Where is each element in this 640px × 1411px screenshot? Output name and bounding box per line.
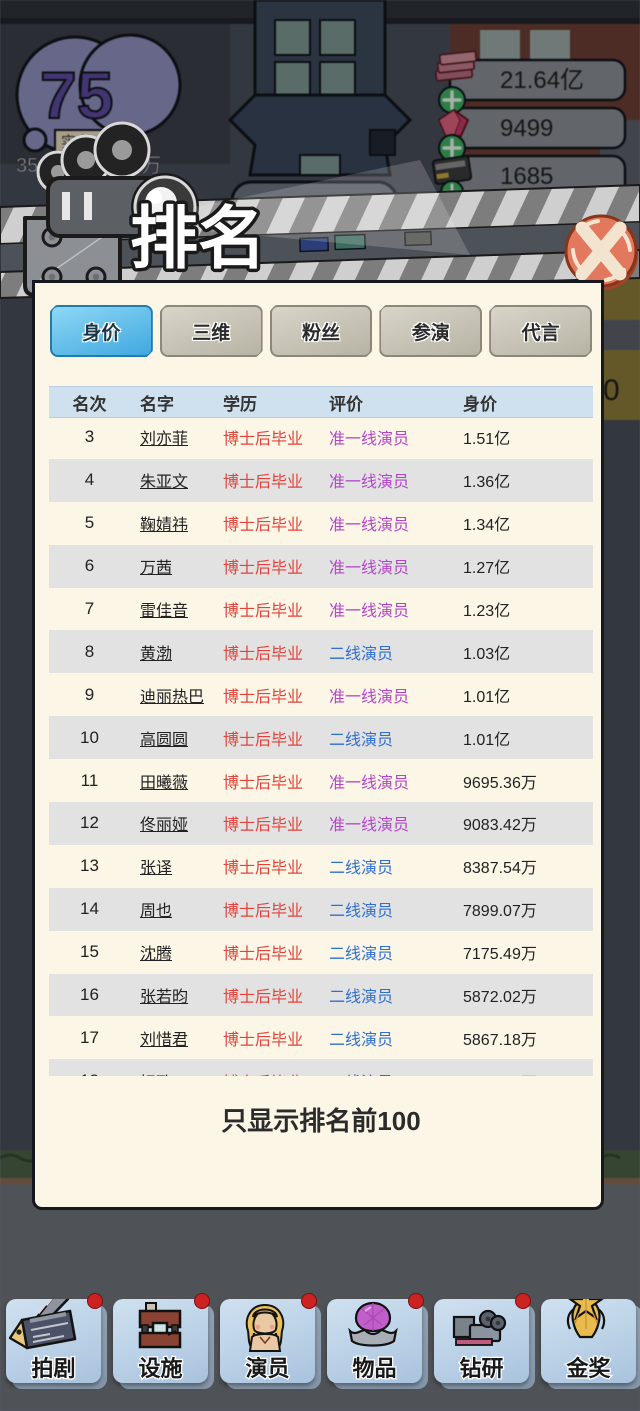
svg-text:排名: 排名 bbox=[130, 201, 266, 277]
